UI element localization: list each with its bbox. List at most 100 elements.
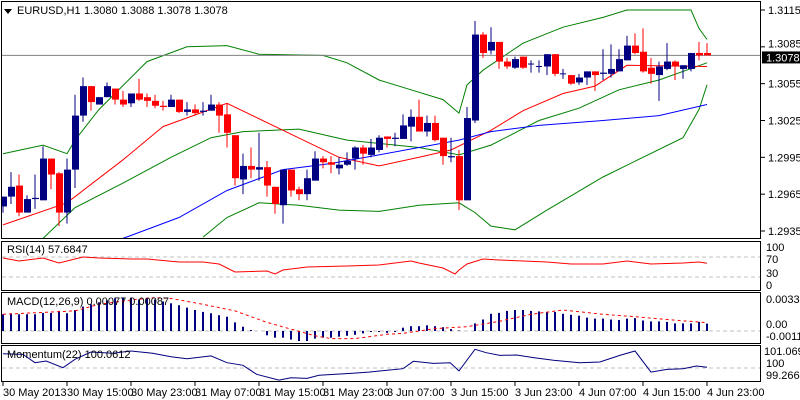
candle-body (344, 161, 351, 165)
candle-body (320, 158, 327, 163)
candle-body (640, 51, 647, 72)
candle-body (584, 71, 591, 78)
candle-body (64, 169, 71, 213)
time-axis-label: 3 Jun 07:00 (387, 387, 445, 399)
candle-body (600, 72, 607, 74)
candle (368, 138, 375, 158)
candle-body (392, 137, 399, 139)
candle-body (672, 61, 679, 67)
macd-panel[interactable] (1, 292, 761, 344)
candle (56, 172, 63, 227)
candle-body (304, 178, 311, 195)
candle (336, 157, 343, 175)
candle-body (112, 88, 119, 100)
candle-body (208, 104, 215, 111)
momentum-panel[interactable] (1, 345, 761, 382)
candle-body (608, 68, 615, 74)
time-axis-label: 4 Jun 07:00 (579, 387, 637, 399)
candle-body (56, 173, 63, 213)
macd-axis-label: 0.00 (766, 319, 787, 331)
candle (216, 102, 223, 133)
candle-body (656, 66, 663, 76)
candle (80, 77, 87, 122)
candle-body (440, 137, 447, 157)
candle (696, 41, 703, 61)
macd-label: MACD(12,26,9) 0.00077 0.00087 (7, 296, 169, 308)
current-price-label: 1.3078 (766, 52, 800, 64)
candle (8, 172, 15, 204)
candle (224, 103, 231, 148)
rsi-axis-label: 0 (766, 280, 772, 292)
candle (504, 57, 511, 69)
candle (88, 86, 95, 111)
dropdown-triangle-icon[interactable] (4, 9, 12, 14)
candle-body (648, 67, 655, 74)
main-price-panel[interactable] (1, 1, 761, 239)
candle (160, 100, 167, 111)
candle (96, 97, 103, 105)
candle (184, 102, 191, 116)
momentum-line (2, 348, 708, 381)
axes: 1.3115 1.3085 1.3055 1.3025 1.2995 1.2965 1.29… (2, 5, 800, 399)
candle-body (544, 54, 551, 67)
rsi-panel[interactable] (1, 241, 761, 291)
candle-body (400, 125, 407, 139)
candle-body (88, 86, 95, 103)
candle-body (520, 56, 527, 68)
candle (104, 82, 111, 98)
candle-body (16, 185, 23, 213)
candle (256, 132, 263, 181)
bollinger-upper-line (2, 9, 708, 155)
candle (272, 186, 279, 214)
candle-body (48, 158, 55, 175)
candle (200, 102, 207, 116)
price-axis-label: 1.2935 (768, 226, 800, 238)
candle-body (472, 34, 479, 121)
candle-body (464, 118, 471, 201)
candle (488, 27, 495, 55)
candle (32, 174, 39, 209)
candle (560, 68, 566, 79)
candle-body (248, 165, 255, 170)
candle (536, 60, 542, 73)
moving-average-slow-line (122, 104, 708, 238)
candle (656, 61, 663, 101)
candle (280, 169, 287, 224)
candle (680, 65, 687, 79)
candle (48, 158, 55, 190)
time-axis-label: 3 Jun 23:00 (515, 387, 573, 399)
candle-body (312, 158, 319, 181)
candle (408, 109, 415, 142)
candle-body (568, 75, 575, 84)
candle (128, 93, 135, 107)
candle-body (488, 41, 495, 51)
rsi-plot-area (2, 256, 708, 275)
candle (592, 71, 599, 92)
candle (480, 32, 487, 58)
candle-body (704, 52, 711, 56)
candle-body (24, 199, 31, 213)
candle (528, 60, 534, 73)
rsi-label: RSI(14) 57.6847 (7, 244, 88, 256)
price-axis-label: 1.3085 (768, 38, 800, 50)
candle-body (328, 162, 335, 165)
candle-body (280, 169, 287, 206)
candle (432, 115, 439, 142)
time-axis-label: 30 May 15:00 (67, 387, 134, 399)
candle-body (624, 45, 631, 61)
candle (112, 88, 119, 105)
time-axis-label: 31 May 15:00 (259, 387, 326, 399)
price-plot-area (2, 9, 760, 238)
candle-body (384, 136, 391, 139)
candle (240, 153, 247, 195)
time-axis-label: 31 May 07:00 (195, 387, 262, 399)
candle-body (240, 165, 247, 180)
candle-body (168, 99, 175, 107)
candle-body (216, 104, 223, 116)
candle-body (72, 115, 79, 170)
candle-body (416, 116, 423, 132)
candle (144, 93, 151, 107)
candle (632, 33, 639, 55)
